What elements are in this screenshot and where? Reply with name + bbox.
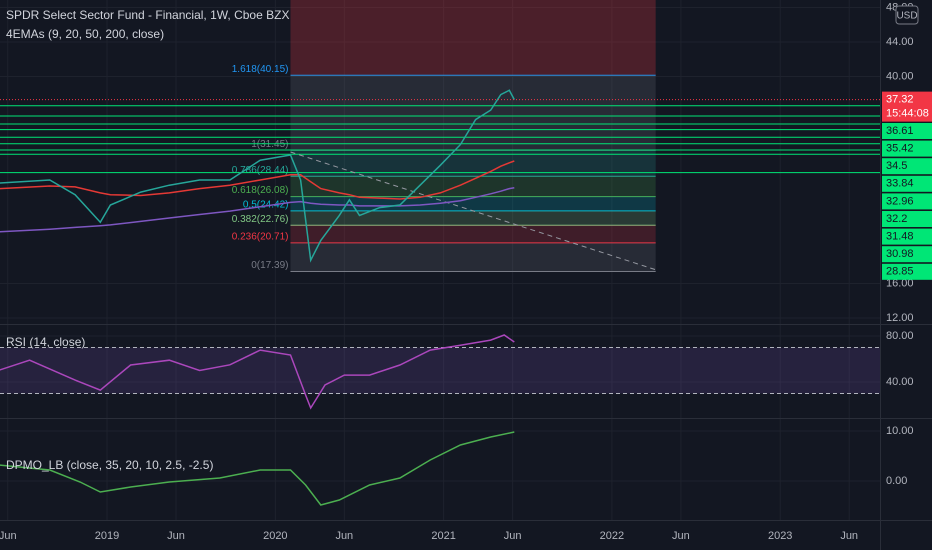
fib-top-fill <box>290 0 656 76</box>
level-label: 31.48 <box>886 231 914 243</box>
level-badge <box>882 193 932 210</box>
pane-subtitle: 4EMAs (9, 20, 50, 200, close) <box>6 27 164 41</box>
currency-badge[interactable] <box>895 5 919 25</box>
level-badge <box>882 175 932 192</box>
x-tick-label: 2020 <box>263 530 287 542</box>
y-tick-label: 0.00 <box>886 475 907 487</box>
fib-label: 0.786(28.44) <box>232 165 289 176</box>
series-line <box>0 89 515 263</box>
last-price-badge <box>882 91 932 122</box>
fib-label: 0.236(20.71) <box>232 232 289 243</box>
y-tick-label: 80.00 <box>886 330 914 342</box>
level-badge <box>882 123 932 139</box>
currency[interactable]: USD <box>896 11 917 22</box>
x-tick-label: 2023 <box>768 530 792 542</box>
fib-label: 0.382(22.76) <box>232 214 289 225</box>
fib-label: 0.618(26.08) <box>232 185 289 196</box>
level-label: 32.96 <box>886 195 914 207</box>
fib-label: 0(17.39) <box>251 260 288 271</box>
series-line <box>0 334 515 410</box>
x-tick-label: Jun <box>0 530 17 542</box>
level-label: 28.85 <box>886 266 914 278</box>
level-badge <box>882 211 932 227</box>
level-label: 34.5 <box>886 160 907 172</box>
y-tick-label: 40.00 <box>886 376 914 388</box>
x-tick-label: 2022 <box>600 530 624 542</box>
y-tick-label: 12.00 <box>886 312 914 324</box>
fib-zone <box>290 75 656 151</box>
fib-zone <box>290 242 656 272</box>
y-tick-label: 40.00 <box>886 70 914 82</box>
x-tick-label: Jun <box>335 530 353 542</box>
series-line <box>0 431 515 506</box>
fib-label: 1(31.45) <box>251 139 288 150</box>
fib-zone <box>290 196 656 211</box>
level-label: 35.42 <box>886 143 914 155</box>
y-tick-label: 10.00 <box>886 425 914 437</box>
pane-title: RSI (14, close) <box>6 335 85 349</box>
fib-zone <box>290 225 656 243</box>
band-fill <box>0 347 880 394</box>
level-badge <box>882 158 932 175</box>
countdown: 15:44:08 <box>886 108 929 120</box>
x-tick-label: Jun <box>672 530 690 542</box>
fib-label: 1.618(40.15) <box>232 64 289 75</box>
trend-line <box>290 151 656 271</box>
fib-zone <box>290 176 656 197</box>
level-badge <box>882 263 932 280</box>
pane-title: SPDR Select Sector Fund - Financial, 1W,… <box>6 8 289 22</box>
x-tick-label: Jun <box>840 530 858 542</box>
x-tick-label: 2019 <box>95 530 119 542</box>
level-label: 30.98 <box>886 248 914 260</box>
series-line <box>0 187 515 233</box>
series-line <box>0 160 515 200</box>
level-badge <box>882 246 932 263</box>
pane-title: DPMO_LB (close, 35, 20, 10, 2.5, -2.5) <box>6 458 213 472</box>
level-label: 33.84 <box>886 178 914 190</box>
level-label: 36.61 <box>886 125 914 137</box>
x-tick-label: Jun <box>504 530 522 542</box>
x-tick-label: 2021 <box>431 530 455 542</box>
fib-zone <box>290 210 656 226</box>
last-price: 37.32 <box>886 94 914 106</box>
x-tick-label: Jun <box>167 530 185 542</box>
fib-label: 0.5(24.42) <box>243 200 289 211</box>
y-tick-label: 16.00 <box>886 277 914 289</box>
level-badge <box>882 140 932 157</box>
level-label: 32.2 <box>886 213 907 225</box>
y-tick-label: 44.00 <box>886 36 914 48</box>
level-badge <box>882 228 932 245</box>
